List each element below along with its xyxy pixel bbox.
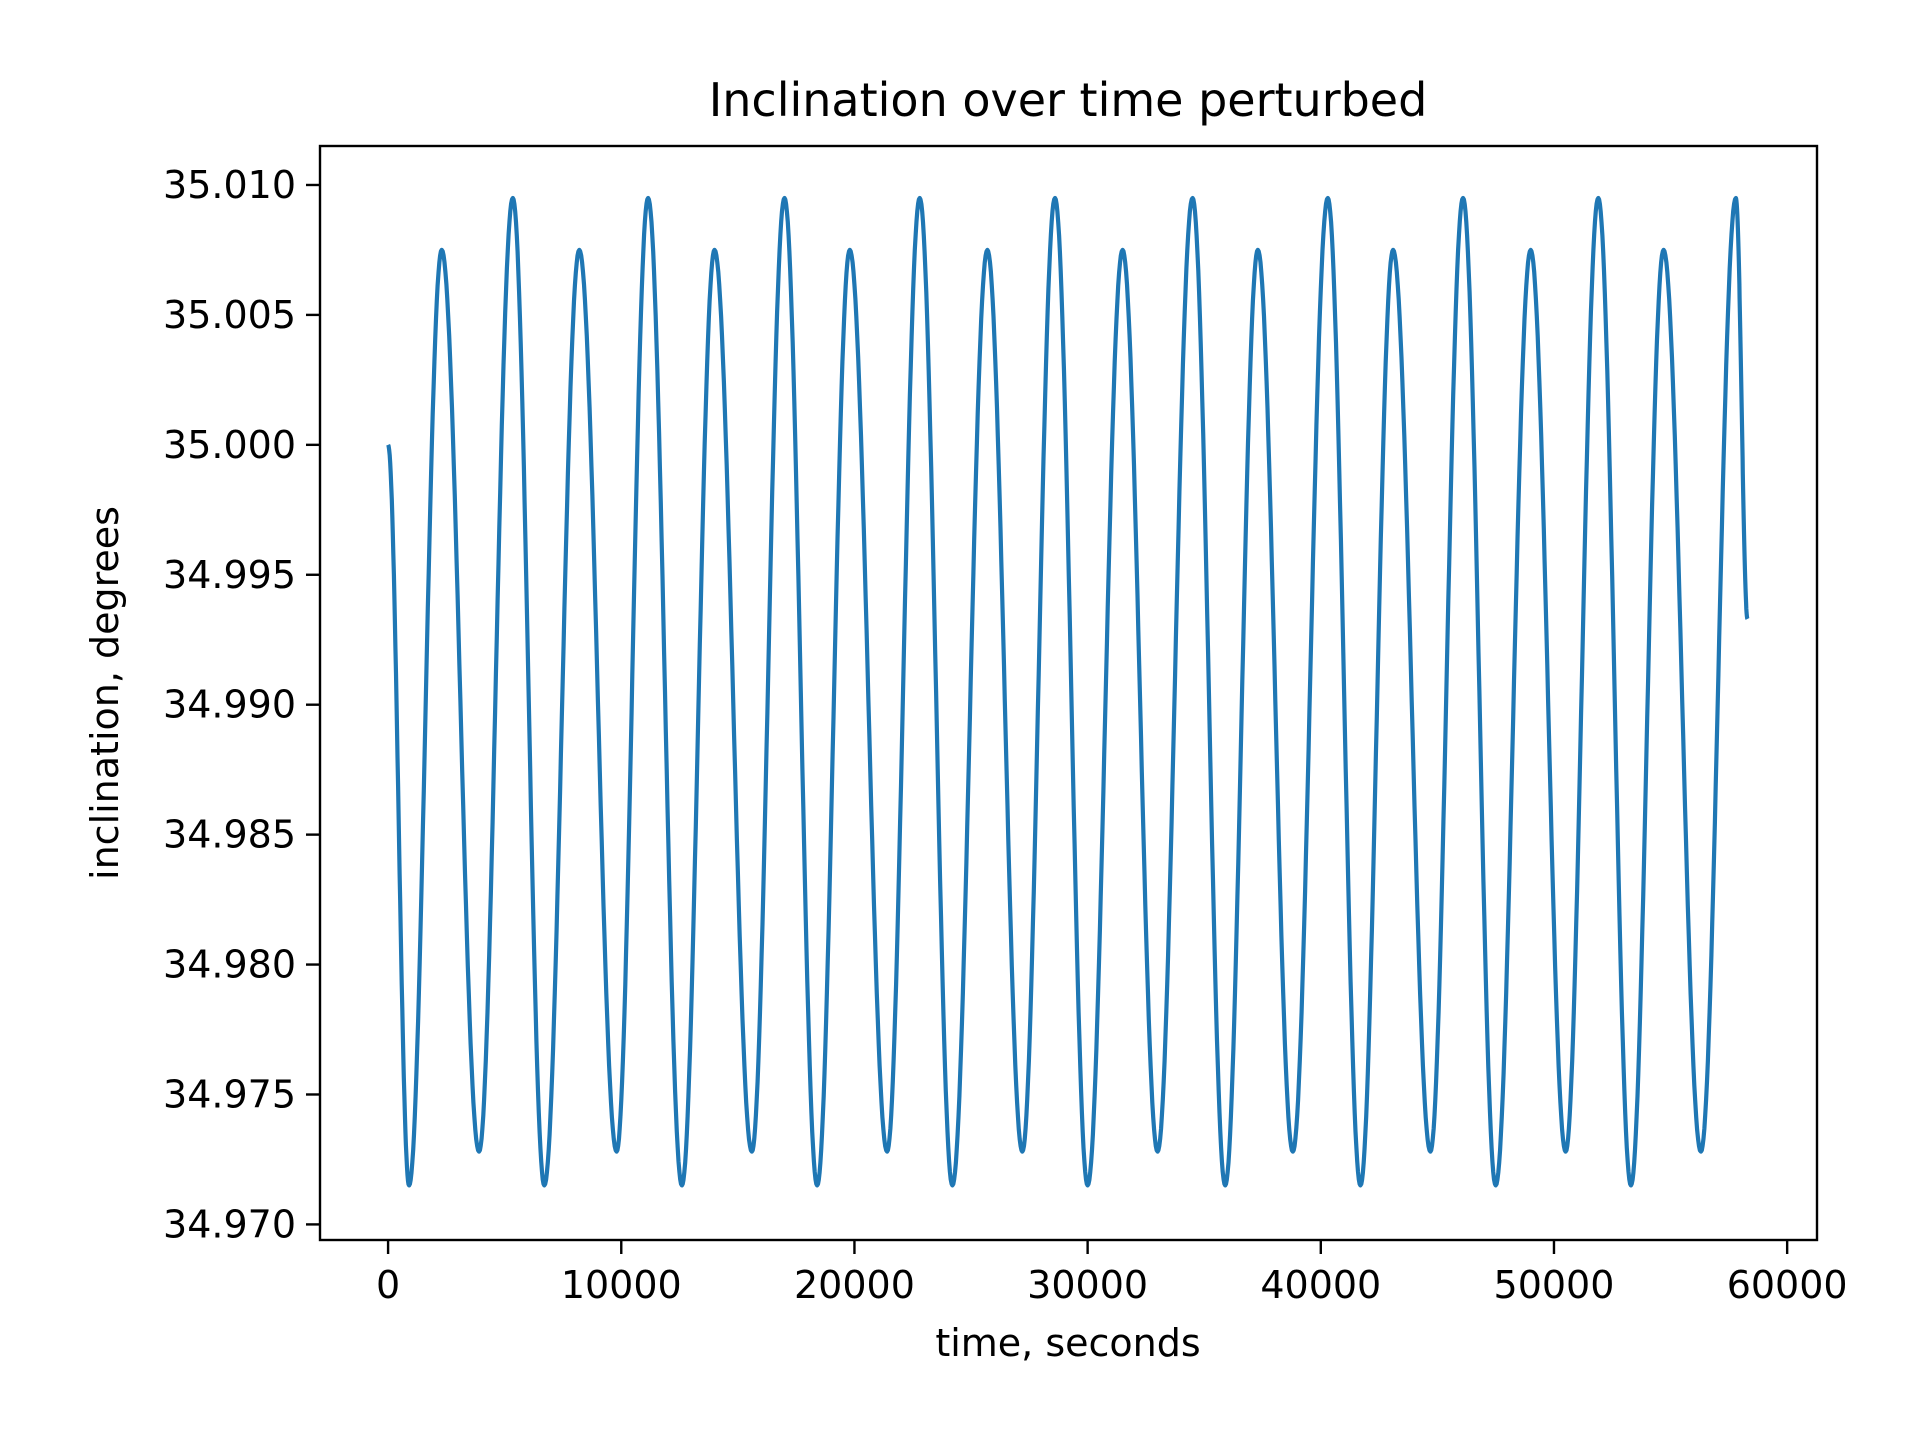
y-tick-label: 34.995 bbox=[163, 553, 296, 597]
y-tick-label: 34.975 bbox=[163, 1072, 296, 1116]
y-axis-label: inclination, degrees bbox=[83, 506, 127, 880]
x-tick-label: 0 bbox=[376, 1263, 400, 1307]
y-tick-label: 34.980 bbox=[163, 943, 296, 987]
x-tick-label: 20000 bbox=[794, 1263, 915, 1307]
series-line bbox=[386, 195, 1750, 1188]
y-tick-label: 35.000 bbox=[163, 423, 296, 467]
x-tick-label: 40000 bbox=[1260, 1263, 1381, 1307]
x-tick-label: 60000 bbox=[1727, 1263, 1848, 1307]
y-tick-label: 35.005 bbox=[163, 293, 296, 337]
x-axis-label: time, seconds bbox=[935, 1321, 1200, 1365]
x-tick-label: 30000 bbox=[1027, 1263, 1148, 1307]
chart-title: Inclination over time perturbed bbox=[709, 73, 1428, 127]
x-tick-label: 10000 bbox=[561, 1263, 682, 1307]
x-axis: 0 10000 20000 30000 40000 50000 60000 bbox=[376, 1240, 1848, 1307]
y-tick-label: 34.985 bbox=[163, 813, 296, 857]
y-tick-label: 34.970 bbox=[163, 1202, 296, 1246]
x-tick-label: 50000 bbox=[1494, 1263, 1615, 1307]
y-axis: 34.970 34.975 34.980 34.985 34.990 34.995 35.0… bbox=[163, 163, 320, 1246]
y-tick-label: 34.990 bbox=[163, 683, 296, 727]
plot-area bbox=[386, 195, 1750, 1188]
axes-frame bbox=[318, 144, 1819, 1242]
y-tick-label: 35.010 bbox=[163, 163, 296, 207]
